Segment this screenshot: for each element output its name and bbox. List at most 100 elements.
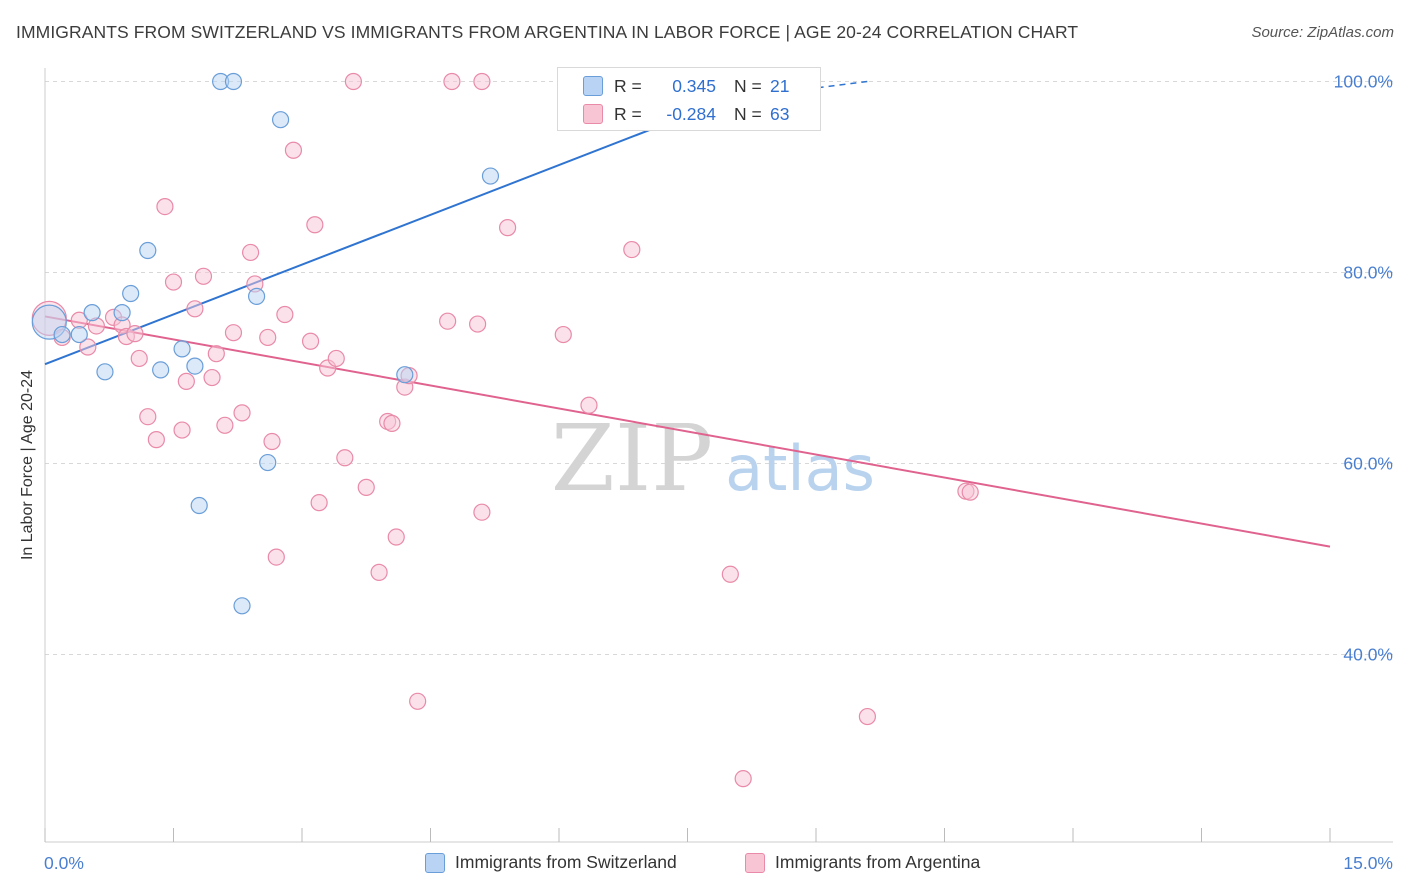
stats-box: R = 0.345 N = 21 R = -0.284 N = 63: [557, 67, 821, 131]
point-argentina: [276, 305, 294, 324]
point-switzerland: [173, 340, 191, 358]
legend-swatch-blue: [425, 852, 445, 873]
r-value: -0.284: [666, 103, 716, 124]
point-switzerland: [122, 284, 140, 303]
point-argentina: [383, 414, 401, 432]
chart-title: IMMIGRANTS FROM SWITZERLAND VS IMMIGRANT…: [16, 22, 1079, 42]
point-argentina: [259, 328, 277, 347]
point-switzerland: [139, 241, 157, 260]
point-switzerland: [259, 453, 277, 472]
point-argentina: [554, 325, 572, 344]
point-argentina: [164, 273, 183, 291]
point-switzerland: [96, 363, 114, 381]
point-switzerland: [186, 357, 204, 375]
point-switzerland: [113, 304, 131, 322]
r-value: 0.345: [672, 75, 716, 96]
legend-item-switzerland[interactable]: Immigrants from Switzerland: [425, 852, 677, 873]
point-argentina: [233, 404, 251, 422]
point-argentina: [186, 300, 204, 318]
source-credit: Source: ZipAtlas.com: [1251, 24, 1394, 41]
n-value: 21: [770, 75, 790, 96]
point-argentina: [327, 349, 345, 368]
point-argentina: [721, 565, 739, 583]
point-argentina: [177, 372, 195, 390]
point-argentina: [263, 432, 281, 451]
gridlines: [45, 81, 1393, 655]
point-argentina: [224, 324, 243, 342]
point-argentina: [207, 345, 225, 363]
n-label: N =: [734, 75, 762, 96]
point-argentina: [156, 198, 174, 216]
n-label: N =: [734, 103, 762, 124]
y-tick-label: 100.0%: [1334, 72, 1393, 92]
point-argentina: [961, 483, 979, 501]
n-value: 63: [770, 103, 790, 124]
point-switzerland: [481, 167, 500, 185]
point-argentina: [267, 548, 285, 566]
point-argentina: [336, 449, 354, 467]
point-argentina: [79, 338, 97, 356]
point-switzerland: [247, 287, 266, 305]
legend: Immigrants from Switzerland Immigrants f…: [0, 852, 1406, 878]
point-argentina: [469, 315, 487, 333]
point-switzerland: [224, 72, 243, 91]
stats-row-switzerland: R = 0.345 N = 21: [558, 73, 822, 99]
stats-row-argentina: R = -0.284 N = 63: [558, 101, 822, 127]
point-argentina: [126, 325, 144, 343]
point-argentina: [580, 396, 598, 414]
point-argentina: [734, 770, 752, 788]
point-argentina: [357, 478, 375, 496]
point-argentina: [216, 416, 234, 434]
point-argentina: [147, 431, 165, 449]
watermark-zip: ZIP: [551, 405, 713, 512]
point-switzerland: [152, 361, 170, 379]
r-label: R =: [614, 75, 642, 96]
watermark: ZIP atlas: [551, 405, 875, 512]
point-argentina: [194, 267, 213, 285]
watermark-atlas: atlas: [725, 432, 875, 505]
pink-swatch: [583, 104, 603, 124]
point-argentina: [623, 240, 641, 259]
point-argentina: [173, 421, 191, 439]
point-argentina: [499, 219, 517, 237]
point-argentina: [858, 707, 877, 726]
x-tick-label-min: 0.0%: [44, 853, 84, 873]
y-tick-label: 60.0%: [1343, 454, 1393, 474]
point-argentina: [242, 243, 260, 262]
legend-swatch-pink: [745, 852, 765, 873]
point-switzerland: [190, 496, 208, 515]
point-switzerland: [53, 325, 71, 344]
point-argentina: [370, 563, 388, 581]
point-switzerland: [233, 597, 251, 615]
point-argentina: [301, 332, 320, 350]
point-argentina: [439, 312, 457, 330]
point-argentina: [203, 368, 221, 387]
point-argentina: [130, 349, 148, 368]
y-tick-labels: 40.0% 60.0% 80.0% 100.0%: [1334, 72, 1393, 665]
r-label: R =: [614, 103, 642, 124]
legend-label: Immigrants from Switzerland: [455, 852, 677, 872]
point-argentina: [443, 72, 461, 91]
point-switzerland: [70, 325, 88, 344]
data-points: [31, 72, 979, 788]
y-tick-label: 40.0%: [1343, 645, 1393, 665]
point-argentina: [473, 72, 491, 91]
y-tick-label: 80.0%: [1343, 263, 1393, 283]
point-switzerland: [396, 366, 414, 384]
blue-swatch: [583, 76, 603, 96]
point-argentina: [306, 216, 324, 234]
trendline-switzerland: [44, 97, 731, 366]
legend-label: Immigrants from Argentina: [775, 852, 981, 872]
point-argentina: [387, 528, 405, 546]
axes: [44, 68, 1393, 843]
trendline-argentina: [44, 315, 1331, 548]
point-switzerland: [83, 304, 101, 322]
point-switzerland: [271, 111, 290, 129]
point-argentina: [310, 494, 328, 512]
point-argentina: [473, 503, 491, 521]
point-argentina: [409, 692, 427, 710]
x-tick-label-max: 15.0%: [1343, 853, 1393, 873]
legend-item-argentina[interactable]: Immigrants from Argentina: [745, 852, 980, 873]
point-argentina: [284, 141, 303, 159]
